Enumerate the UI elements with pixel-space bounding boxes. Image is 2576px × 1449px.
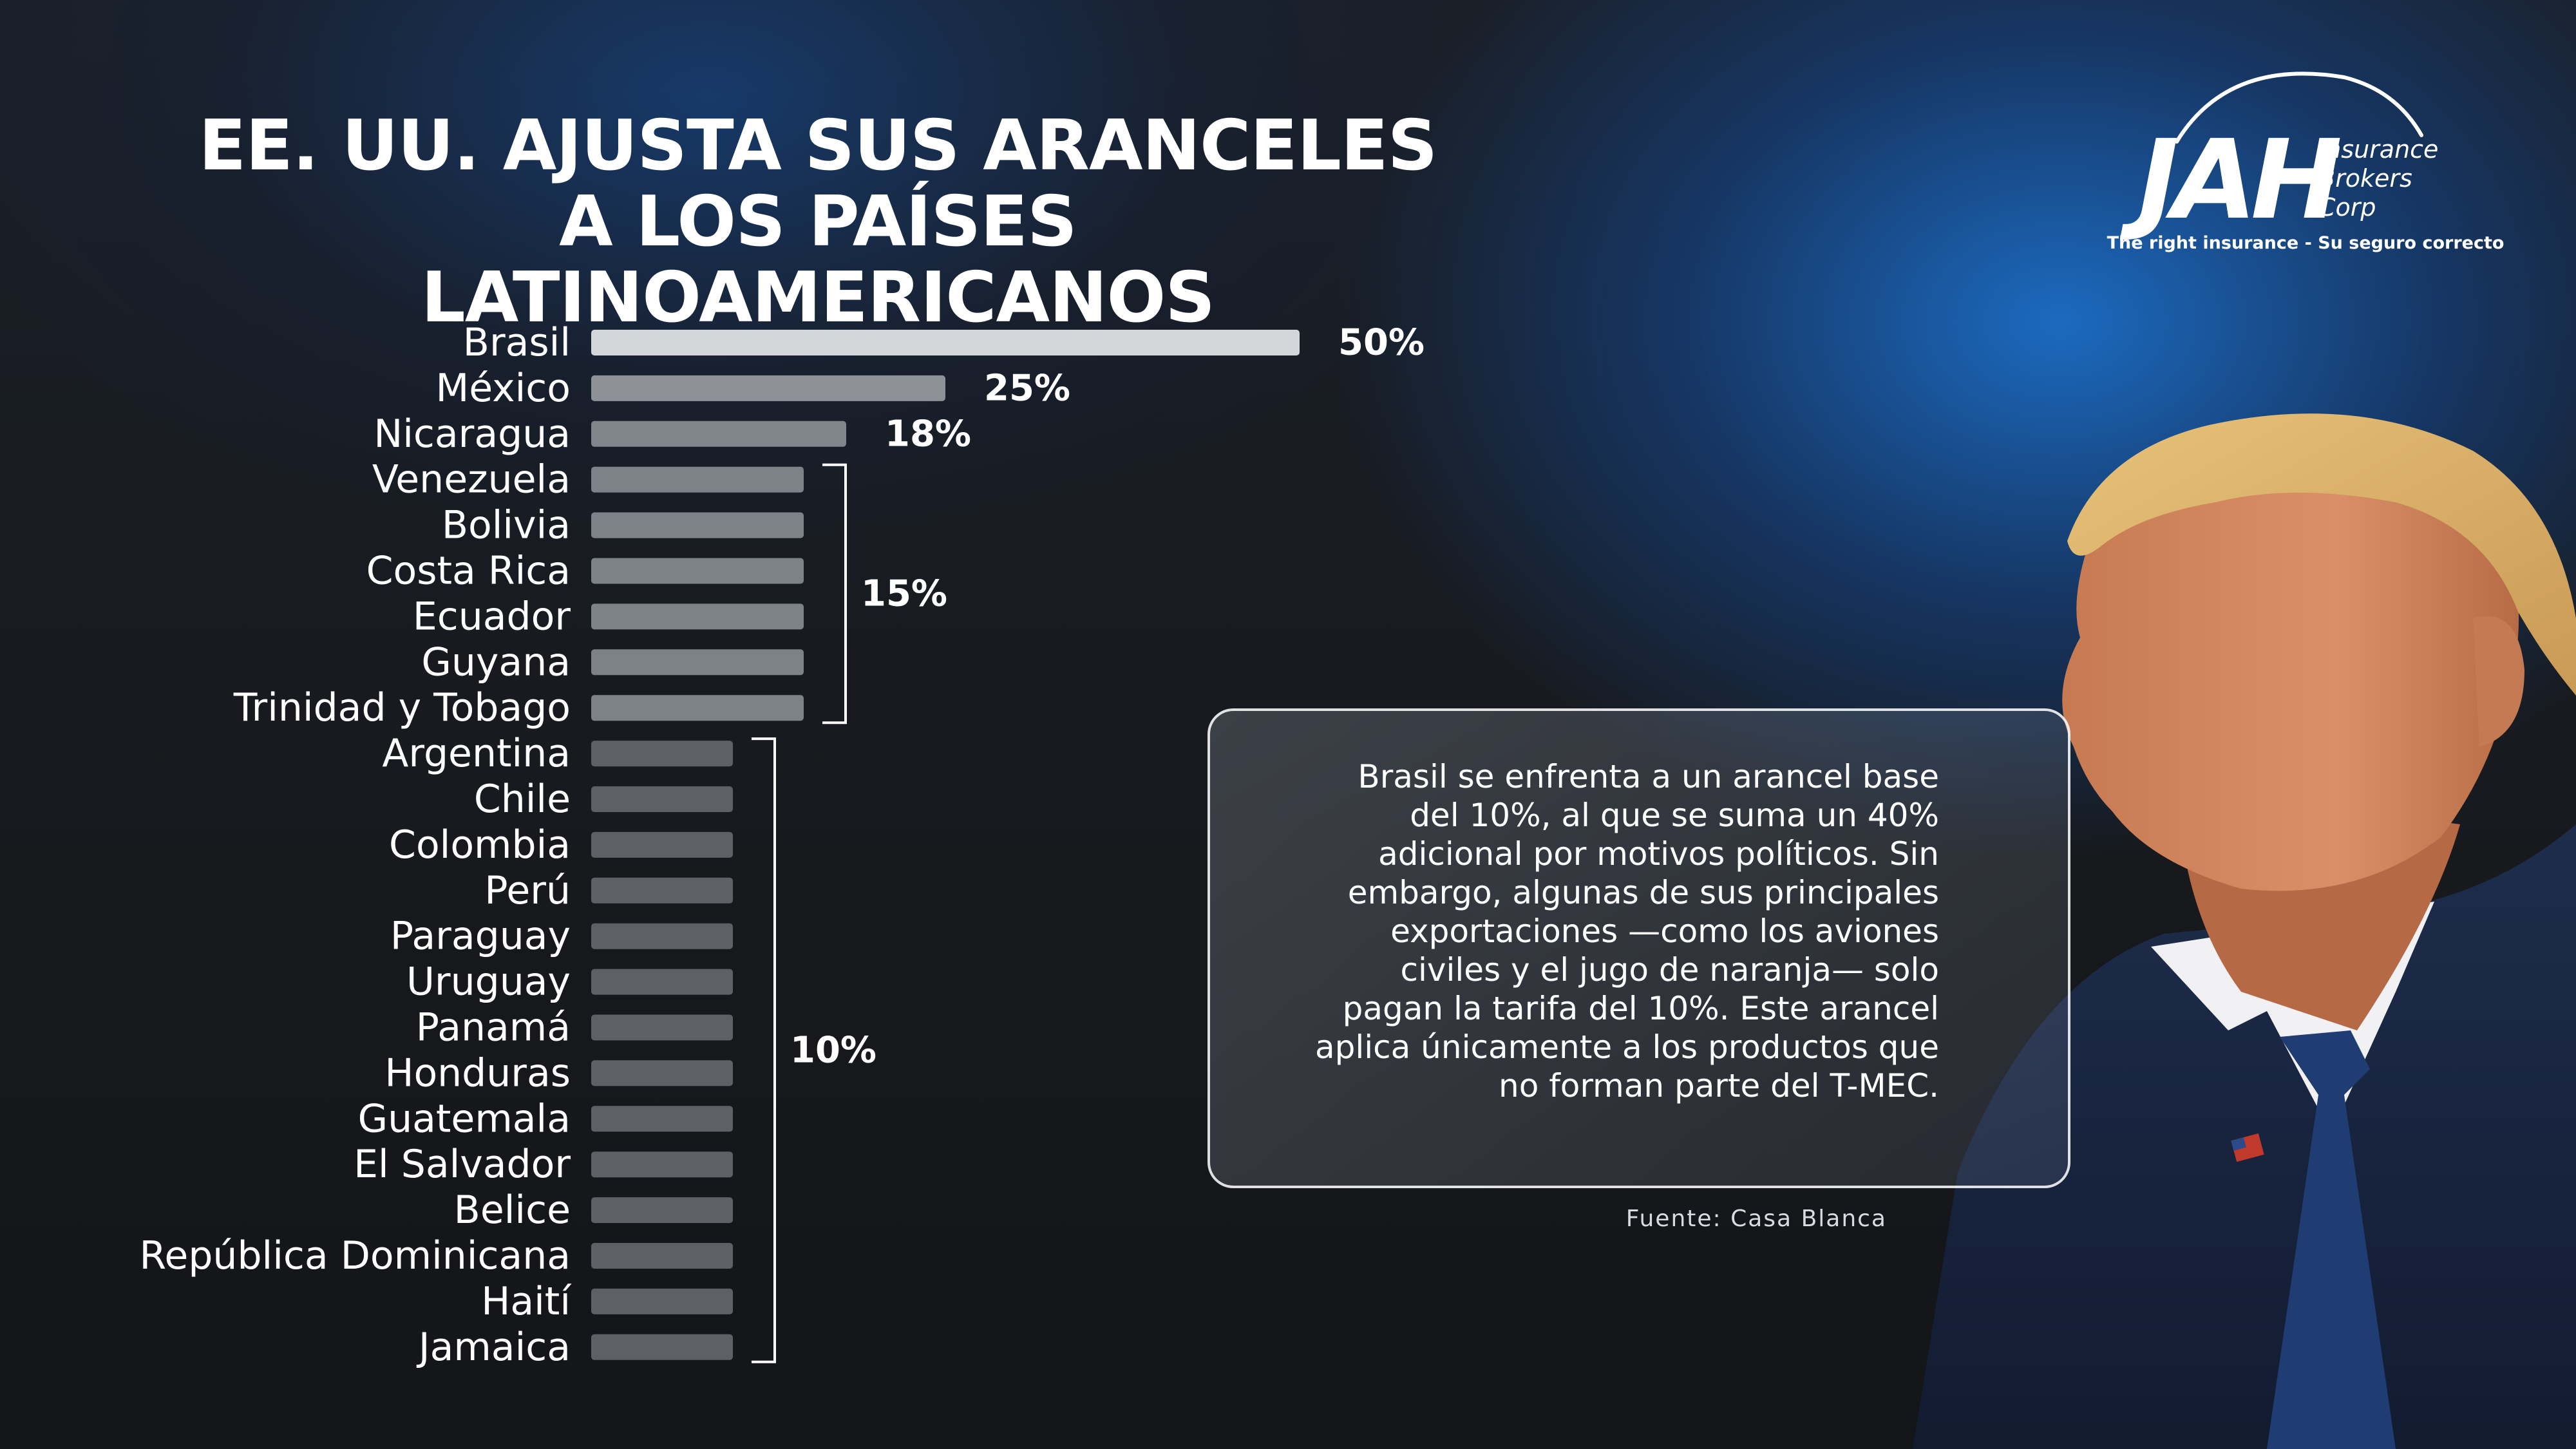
value-label-nicaragua: 18% xyxy=(885,413,971,455)
portrait-photo xyxy=(1913,413,2576,1449)
hair xyxy=(2067,413,2576,696)
bar-trinidad-y-tobago xyxy=(591,695,804,721)
category-label-bolivia: Bolivia xyxy=(442,503,571,548)
category-label-ecuador: Ecuador xyxy=(413,594,571,639)
bar-costa-rica xyxy=(591,558,804,584)
tariff-bar-chart: BrasilMéxicoNicaraguaVenezuelaBoliviaCos… xyxy=(139,320,1425,1370)
logo-word-corp: Corp xyxy=(2318,193,2376,222)
info-box: Brasil se enfrenta a un arancel base del… xyxy=(1208,708,2070,1188)
category-label-guyana: Guyana xyxy=(421,639,571,685)
category-label-chile: Chile xyxy=(474,777,571,822)
bar-bolivia xyxy=(591,512,804,538)
category-label-jamaica: Jamaica xyxy=(416,1325,571,1370)
source-credit: Fuente: Casa Blanca xyxy=(1625,1206,1887,1232)
bar-argentina xyxy=(591,741,733,767)
logo-mark: JAH xyxy=(2138,117,2342,244)
group-bracket-10 xyxy=(752,737,776,1363)
bar-el-salvador xyxy=(591,1151,733,1178)
value-label-brasil: 50% xyxy=(1338,322,1425,364)
logo-word-brokers: Brokers xyxy=(2318,164,2412,193)
category-label-belice: Belice xyxy=(454,1188,571,1233)
category-label-costa-rica: Costa Rica xyxy=(366,549,571,594)
group-bracket-15 xyxy=(822,463,847,724)
bar-guatemala xyxy=(591,1106,733,1132)
company-logo: JAH Insurance Brokers Corp The right ins… xyxy=(2107,64,2504,270)
logo-word-insurance: Insurance xyxy=(2318,135,2439,164)
bar-mexico xyxy=(591,375,945,401)
bar-ecuador xyxy=(591,603,804,630)
info-text: Brasil se enfrenta a un arancel base del… xyxy=(1315,758,1939,1104)
category-label-uruguay: Uruguay xyxy=(406,960,571,1005)
bar-nicaragua xyxy=(591,421,846,447)
group-value-label-15: 15% xyxy=(861,573,947,614)
category-label-guatemala: Guatemala xyxy=(358,1096,571,1141)
necktie xyxy=(2267,1030,2396,1449)
category-label-nicaragua: Nicaragua xyxy=(374,412,571,457)
category-label-haiti: Haití xyxy=(481,1279,572,1324)
bar-guyana xyxy=(591,649,804,676)
bar-uruguay xyxy=(591,969,733,995)
category-label-republica-dominicana: República Dominicana xyxy=(139,1233,571,1278)
category-label-venezuela: Venezuela xyxy=(372,457,571,502)
category-label-brasil: Brasil xyxy=(463,320,571,365)
bar-belice xyxy=(591,1197,733,1224)
category-label-colombia: Colombia xyxy=(389,822,571,867)
group-value-label-10: 10% xyxy=(790,1029,876,1071)
bar-paraguay xyxy=(591,923,733,949)
bar-haiti xyxy=(591,1288,733,1314)
category-label-paraguay: Paraguay xyxy=(390,914,571,959)
bar-brasil xyxy=(591,330,1300,355)
category-label-argentina: Argentina xyxy=(382,731,571,776)
bar-peru xyxy=(591,877,733,904)
page-title: EE. UU. AJUSTA SUS ARANCELES A LOS PAÍSE… xyxy=(198,106,1438,338)
category-label-peru: Perú xyxy=(484,868,571,913)
bar-chile xyxy=(591,786,733,812)
category-label-el-salvador: El Salvador xyxy=(354,1142,571,1187)
value-label-mexico: 25% xyxy=(984,367,1070,409)
face xyxy=(2062,456,2519,891)
ear xyxy=(2473,616,2524,747)
bar-colombia xyxy=(591,831,733,858)
category-label-panama: Panamá xyxy=(416,1005,571,1050)
bar-republica-dominicana xyxy=(591,1243,733,1269)
suit-jacket xyxy=(1913,824,2576,1449)
category-label-trinidad-y-tobago: Trinidad y Tobago xyxy=(233,685,571,730)
category-label-mexico: México xyxy=(435,366,571,411)
logo-tagline: The right insurance - Su seguro correcto xyxy=(2107,233,2505,253)
logo-arc-icon xyxy=(2175,71,2423,144)
bar-honduras xyxy=(591,1060,733,1086)
category-label-honduras: Honduras xyxy=(384,1050,571,1095)
bar-jamaica xyxy=(591,1334,733,1360)
bar-panama xyxy=(591,1014,733,1041)
bar-venezuela xyxy=(591,466,804,493)
